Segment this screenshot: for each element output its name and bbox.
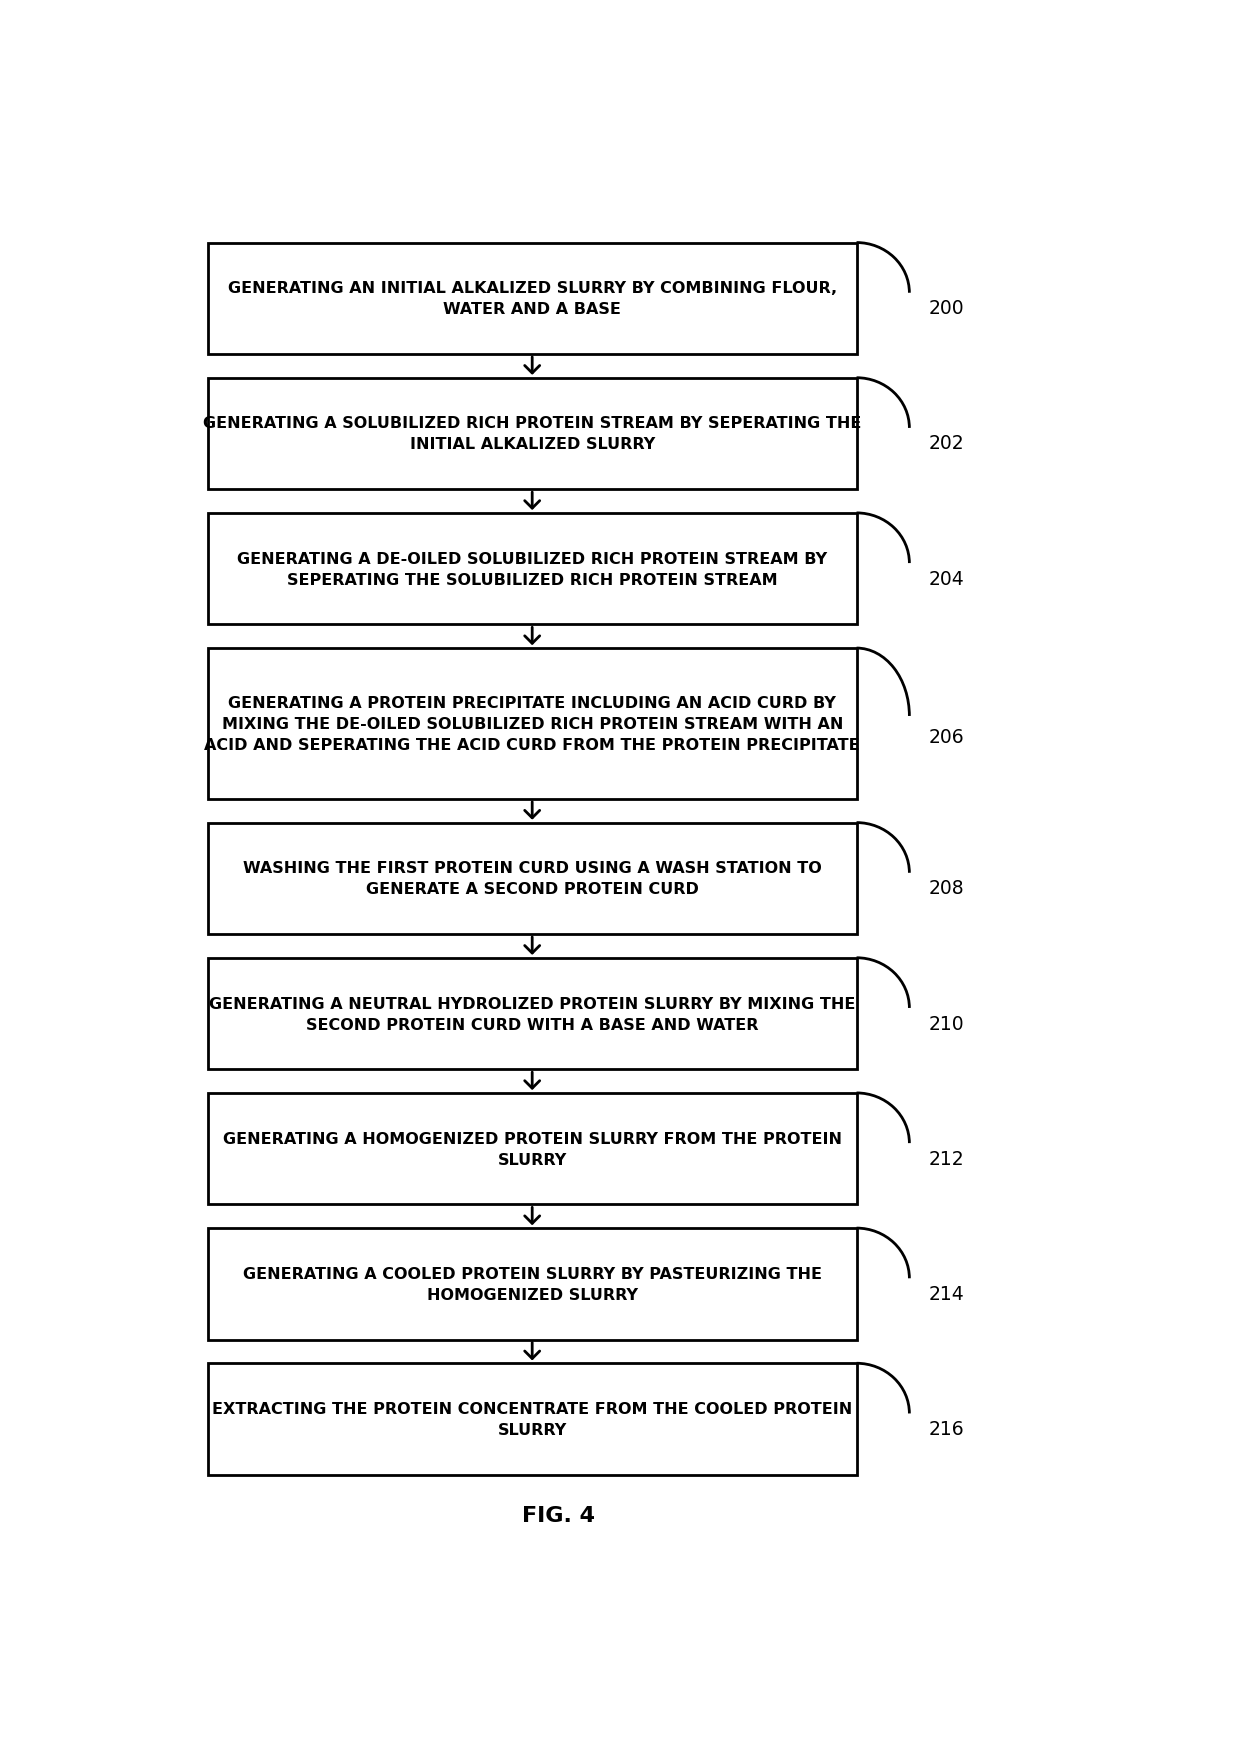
- FancyBboxPatch shape: [208, 1363, 857, 1475]
- Text: EXTRACTING THE PROTEIN CONCENTRATE FROM THE COOLED PROTEIN
SLURRY: EXTRACTING THE PROTEIN CONCENTRATE FROM …: [212, 1402, 852, 1437]
- FancyBboxPatch shape: [208, 243, 857, 355]
- Text: 206: 206: [929, 727, 965, 746]
- FancyBboxPatch shape: [208, 1229, 857, 1341]
- Text: GENERATING A NEUTRAL HYDROLIZED PROTEIN SLURRY BY MIXING THE
SECOND PROTEIN CURD: GENERATING A NEUTRAL HYDROLIZED PROTEIN …: [210, 996, 856, 1031]
- Text: 200: 200: [929, 299, 965, 318]
- Text: 212: 212: [929, 1148, 965, 1168]
- Text: 204: 204: [929, 570, 965, 589]
- Text: GENERATING AN INITIAL ALKALIZED SLURRY BY COMBINING FLOUR,
WATER AND A BASE: GENERATING AN INITIAL ALKALIZED SLURRY B…: [228, 281, 837, 316]
- Text: GENERATING A SOLUBILIZED RICH PROTEIN STREAM BY SEPERATING THE
INITIAL ALKALIZED: GENERATING A SOLUBILIZED RICH PROTEIN ST…: [203, 416, 862, 453]
- Text: 216: 216: [929, 1419, 965, 1439]
- Text: 208: 208: [929, 879, 965, 898]
- Text: 210: 210: [929, 1014, 965, 1033]
- FancyBboxPatch shape: [208, 514, 857, 626]
- Text: FIG. 4: FIG. 4: [522, 1505, 595, 1526]
- Text: 202: 202: [929, 434, 965, 453]
- Text: GENERATING A HOMOGENIZED PROTEIN SLURRY FROM THE PROTEIN
SLURRY: GENERATING A HOMOGENIZED PROTEIN SLURRY …: [223, 1131, 842, 1168]
- Text: GENERATING A DE-OILED SOLUBILIZED RICH PROTEIN STREAM BY
SEPERATING THE SOLUBILI: GENERATING A DE-OILED SOLUBILIZED RICH P…: [237, 551, 827, 587]
- FancyBboxPatch shape: [208, 823, 857, 935]
- Text: GENERATING A COOLED PROTEIN SLURRY BY PASTEURIZING THE
HOMOGENIZED SLURRY: GENERATING A COOLED PROTEIN SLURRY BY PA…: [243, 1266, 822, 1302]
- Text: GENERATING A PROTEIN PRECIPITATE INCLUDING AN ACID CURD BY
MIXING THE DE-OILED S: GENERATING A PROTEIN PRECIPITATE INCLUDI…: [205, 696, 861, 753]
- Text: WASHING THE FIRST PROTEIN CURD USING A WASH STATION TO
GENERATE A SECOND PROTEIN: WASHING THE FIRST PROTEIN CURD USING A W…: [243, 860, 822, 897]
- FancyBboxPatch shape: [208, 958, 857, 1070]
- FancyBboxPatch shape: [208, 379, 857, 489]
- FancyBboxPatch shape: [208, 1092, 857, 1204]
- FancyBboxPatch shape: [208, 649, 857, 799]
- Text: 214: 214: [929, 1285, 965, 1302]
